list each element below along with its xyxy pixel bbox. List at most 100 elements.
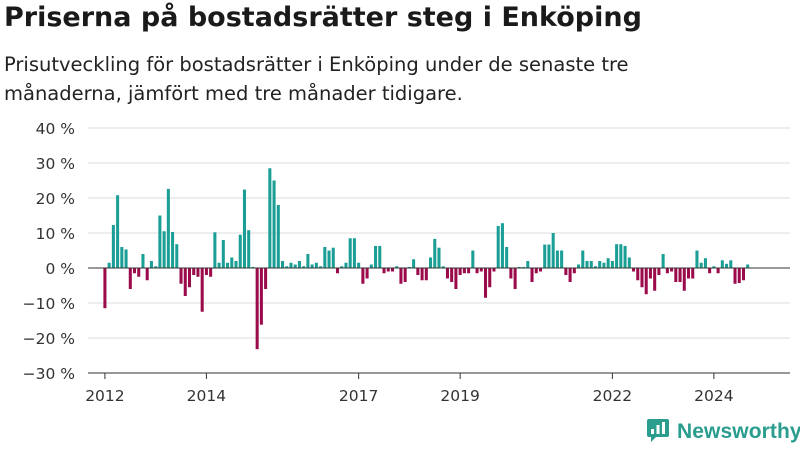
bar (416, 268, 420, 275)
bar (213, 232, 217, 268)
bar (221, 240, 225, 268)
bar (585, 261, 589, 268)
bar (538, 268, 543, 272)
bar (420, 268, 424, 281)
bar (678, 268, 682, 282)
bar (226, 262, 230, 268)
bar (708, 268, 712, 274)
bar (171, 231, 175, 268)
bar (369, 264, 373, 268)
bar (344, 262, 348, 268)
bar (564, 268, 568, 275)
bar (196, 268, 200, 277)
bar (217, 262, 221, 268)
bar (192, 268, 196, 275)
bars (103, 168, 750, 350)
bar (175, 244, 179, 268)
bar (699, 262, 703, 268)
bar (729, 260, 733, 268)
bar (399, 268, 403, 284)
bar (695, 250, 699, 268)
bar (543, 244, 547, 268)
bar (230, 257, 234, 268)
bar (636, 268, 640, 281)
bar (450, 268, 454, 282)
bar (319, 266, 323, 268)
bar (615, 244, 619, 268)
bar (640, 268, 644, 288)
bar (517, 266, 521, 268)
bar (593, 266, 597, 268)
bar (187, 268, 192, 288)
bar (479, 268, 483, 272)
bar (560, 250, 564, 268)
bar (746, 264, 750, 268)
bar (496, 226, 500, 268)
bar (644, 268, 648, 295)
bar (441, 266, 445, 268)
y-tick-label: 0 % (45, 260, 75, 278)
bar (268, 168, 272, 268)
bar (665, 268, 669, 274)
x-tick-label: 2022 (593, 387, 632, 405)
bar (395, 266, 399, 268)
bar (712, 266, 716, 268)
bar (610, 261, 614, 268)
bar (272, 180, 276, 268)
bar (691, 268, 695, 279)
bar (179, 268, 183, 284)
x-tick-label: 2024 (694, 387, 733, 405)
bar (526, 261, 530, 268)
bar (103, 268, 107, 309)
bar (623, 245, 627, 268)
bar (255, 268, 259, 350)
bar (264, 268, 268, 289)
bar (522, 266, 526, 268)
last-value-annotation: 1 % (754, 0, 784, 4)
bar (200, 268, 204, 312)
bar (475, 268, 479, 274)
bar (454, 268, 458, 289)
bar (386, 268, 390, 272)
bar (390, 268, 394, 272)
bar (547, 244, 551, 268)
bar (572, 268, 576, 274)
y-tick-label: −10 % (23, 295, 75, 313)
y-tick-label: 40 % (36, 120, 75, 138)
bar (247, 230, 251, 268)
bar (534, 268, 538, 274)
bar (602, 262, 606, 268)
bar (374, 245, 378, 268)
bar (509, 268, 513, 279)
bar (323, 247, 327, 268)
bar (555, 250, 559, 268)
brand-name: Newsworthy (677, 420, 800, 443)
bar (251, 266, 255, 268)
bar (242, 189, 246, 268)
bar (306, 254, 310, 268)
bar (154, 266, 158, 268)
bar (378, 245, 382, 268)
newsworthy-logo-icon (645, 417, 671, 447)
bar (505, 247, 509, 268)
x-axis-ticks: 2012 2014 2017 2019 2022 2024 (85, 373, 734, 405)
bar (289, 262, 293, 268)
bar (276, 205, 280, 268)
y-tick-label: 10 % (36, 225, 75, 243)
bar (133, 268, 137, 274)
chart-title: Priserna på bostadsrätter steg i Enköpin… (4, 2, 642, 33)
bar (589, 261, 593, 268)
bar (725, 263, 729, 268)
bar (674, 268, 678, 282)
bar (741, 268, 745, 281)
bar (407, 266, 411, 268)
bar (581, 250, 585, 268)
bar (145, 268, 149, 281)
bar (433, 238, 437, 268)
bar (141, 254, 145, 268)
bar (107, 262, 111, 268)
bar (281, 261, 285, 268)
bar (137, 268, 141, 277)
bar (627, 257, 631, 268)
